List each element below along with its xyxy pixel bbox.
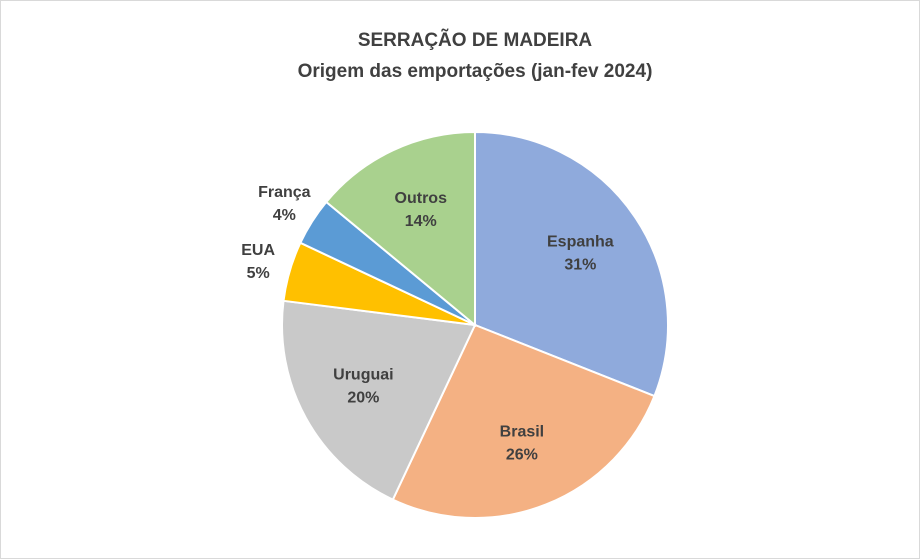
- slice-value-label: 5%: [247, 265, 270, 282]
- slice-label: Uruguai: [333, 367, 393, 384]
- chart-title: SERRAÇÃO DE MADEIRA: [358, 29, 593, 51]
- chart-subtitle: Origem das emportações (jan-fev 2024): [298, 61, 653, 82]
- pie-slice: [474, 130, 669, 398]
- slice-value-label: 14%: [405, 213, 437, 230]
- pie-slice: [281, 299, 477, 501]
- slice-label: EUA: [241, 242, 275, 259]
- slice-label: França: [258, 184, 311, 201]
- slice-label: Brasil: [500, 424, 544, 441]
- slice-value-label: 20%: [347, 390, 379, 407]
- pie-slice: [391, 323, 656, 519]
- pie-slice: [324, 130, 476, 328]
- slice-label: Espanha: [547, 234, 614, 251]
- slice-label: Outros: [395, 190, 448, 207]
- slice-value-label: 26%: [506, 447, 538, 464]
- slice-value-label: 31%: [564, 257, 596, 274]
- slice-value-label: 4%: [273, 207, 296, 224]
